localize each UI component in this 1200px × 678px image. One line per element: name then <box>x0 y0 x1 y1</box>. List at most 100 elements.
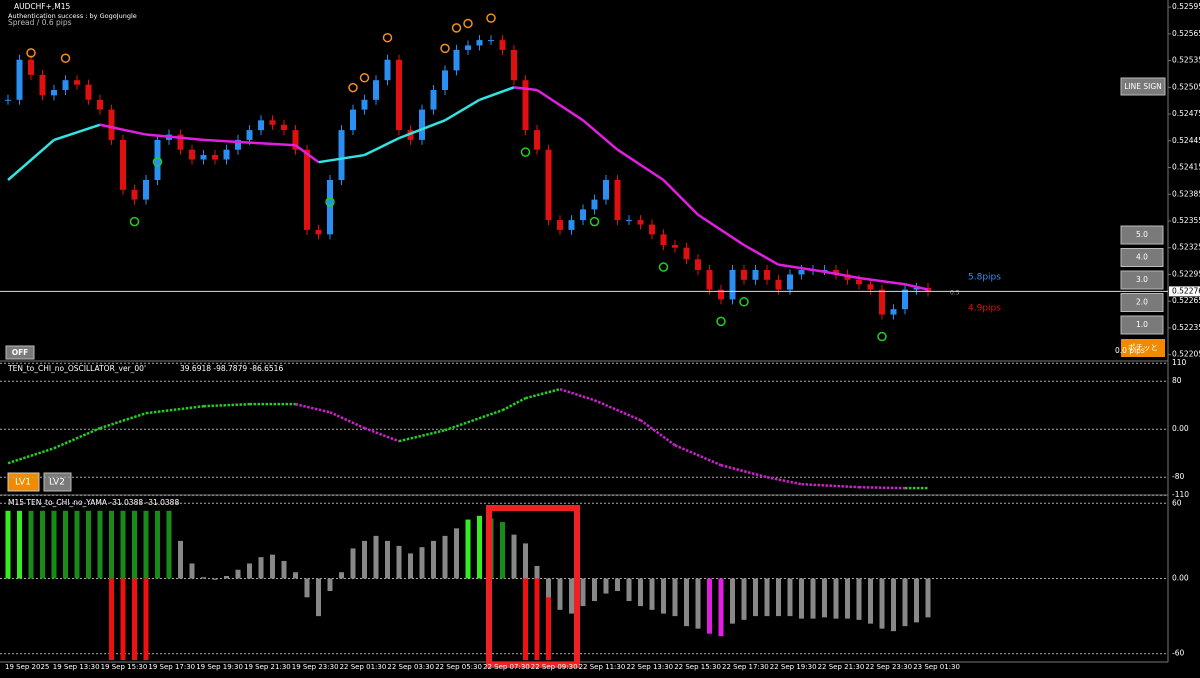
histogram-bar <box>270 554 275 579</box>
histogram-bar <box>442 535 448 579</box>
moving-average <box>99 123 147 136</box>
moving-average <box>858 276 906 286</box>
histogram-bar <box>40 510 45 579</box>
oscillator-line <box>53 427 101 450</box>
moving-average <box>294 144 320 164</box>
x-tick-label: 23 Sep 01:30 <box>913 663 960 671</box>
candle <box>465 45 471 50</box>
moving-average <box>318 153 365 164</box>
buy-signal <box>739 297 749 307</box>
x-tick-label: 19 Sep 15:30 <box>101 663 148 671</box>
off-button[interactable] <box>5 345 35 360</box>
candle <box>74 80 80 85</box>
histogram-bar <box>902 578 908 627</box>
histogram-bar <box>74 510 80 579</box>
oscillator-line <box>444 408 503 432</box>
histogram-bar <box>120 510 126 579</box>
candle <box>741 270 747 280</box>
histogram-bar <box>201 577 206 579</box>
candle <box>419 109 425 140</box>
y-tick-label: 0.52205 <box>1172 350 1200 359</box>
candle <box>269 120 276 125</box>
histogram-bar <box>63 510 68 579</box>
histogram-bar <box>534 565 540 579</box>
candle <box>16 59 23 100</box>
x-tick-label: 22 Sep 01:30 <box>340 663 387 671</box>
sell-signal <box>348 82 358 93</box>
x-tick-label: 22 Sep 13:30 <box>626 663 673 671</box>
candle <box>97 99 103 110</box>
candle <box>85 84 92 100</box>
x-tick-label: 22 Sep 03:30 <box>387 663 434 671</box>
candle <box>557 220 563 230</box>
y-tick-label: 0.52565 <box>1172 29 1200 38</box>
sell-signal <box>60 53 71 63</box>
line-sign-button[interactable] <box>1120 77 1166 96</box>
orange-button[interactable] <box>1121 339 1165 357</box>
oscillator-line <box>674 444 722 467</box>
histogram-bar <box>649 578 655 610</box>
y-tick-label: 0.52505 <box>1172 82 1200 91</box>
level-button[interactable] <box>1120 248 1164 267</box>
level-button[interactable] <box>1120 293 1164 312</box>
sell-signal <box>26 48 36 58</box>
candle <box>879 289 885 315</box>
histogram-bar <box>408 553 413 579</box>
histogram-bar <box>569 578 574 614</box>
x-tick-label: 19 Sep 13:30 <box>53 663 100 671</box>
histogram-bar <box>638 578 643 607</box>
mid-label: 0.5 <box>950 290 960 297</box>
candle <box>614 180 621 221</box>
lv1-button[interactable] <box>7 472 40 492</box>
histogram-bar <box>477 515 482 579</box>
candle <box>200 155 207 160</box>
pips-label: 0.0 pips <box>1115 346 1145 355</box>
oscillator-line <box>145 404 204 415</box>
candle <box>281 124 287 131</box>
moving-average <box>203 138 250 144</box>
x-tick-label: 19 Sep 17:30 <box>148 663 195 671</box>
oscillator-readout: 39.6918 -98.7879 -86.6516 <box>180 364 283 373</box>
level-button[interactable] <box>1120 270 1164 290</box>
moving-average <box>249 141 296 147</box>
level-button-label: 1.0 <box>1136 320 1148 329</box>
histogram-bar <box>327 578 333 592</box>
histogram-bar <box>293 572 298 579</box>
histogram-bar <box>419 547 425 579</box>
histogram-bar <box>362 540 367 579</box>
level-button[interactable] <box>1120 315 1164 335</box>
sell-signal <box>486 13 496 23</box>
histogram-bar <box>868 578 873 624</box>
histogram-bar <box>500 522 505 579</box>
histogram-bar-lower <box>143 578 149 660</box>
y-tick-label: 0.52325 <box>1172 243 1200 252</box>
candle <box>718 289 724 300</box>
oscillator-line <box>639 419 676 447</box>
moving-average <box>743 243 780 266</box>
candle <box>189 149 195 160</box>
moving-average <box>145 133 204 142</box>
sell-signal <box>451 23 462 33</box>
histogram-bar <box>891 578 896 632</box>
oscillator-line <box>7 447 55 465</box>
x-tick-label: 19 Sep 21:30 <box>244 663 291 671</box>
candle <box>580 209 586 221</box>
level-button[interactable] <box>1120 225 1164 245</box>
moving-average <box>479 86 515 101</box>
histogram-bar <box>672 578 678 617</box>
histogram-bar <box>707 578 712 634</box>
level-button-label: 5.0 <box>1136 230 1148 239</box>
moving-average <box>398 119 446 140</box>
histogram-bar <box>281 560 287 579</box>
candle <box>292 130 299 150</box>
candle <box>384 59 391 81</box>
oscillator-line <box>364 427 400 443</box>
line-sign-label: LINE SIGN <box>1124 82 1162 91</box>
histogram-bar <box>247 563 252 579</box>
x-tick-label: 22 Sep 09:30 <box>531 663 578 671</box>
x-tick-label: 22 Sep 05:30 <box>435 663 482 671</box>
histogram-bar <box>212 578 218 580</box>
histogram-bar <box>132 510 137 579</box>
moving-average <box>616 148 665 182</box>
candle <box>706 270 713 290</box>
